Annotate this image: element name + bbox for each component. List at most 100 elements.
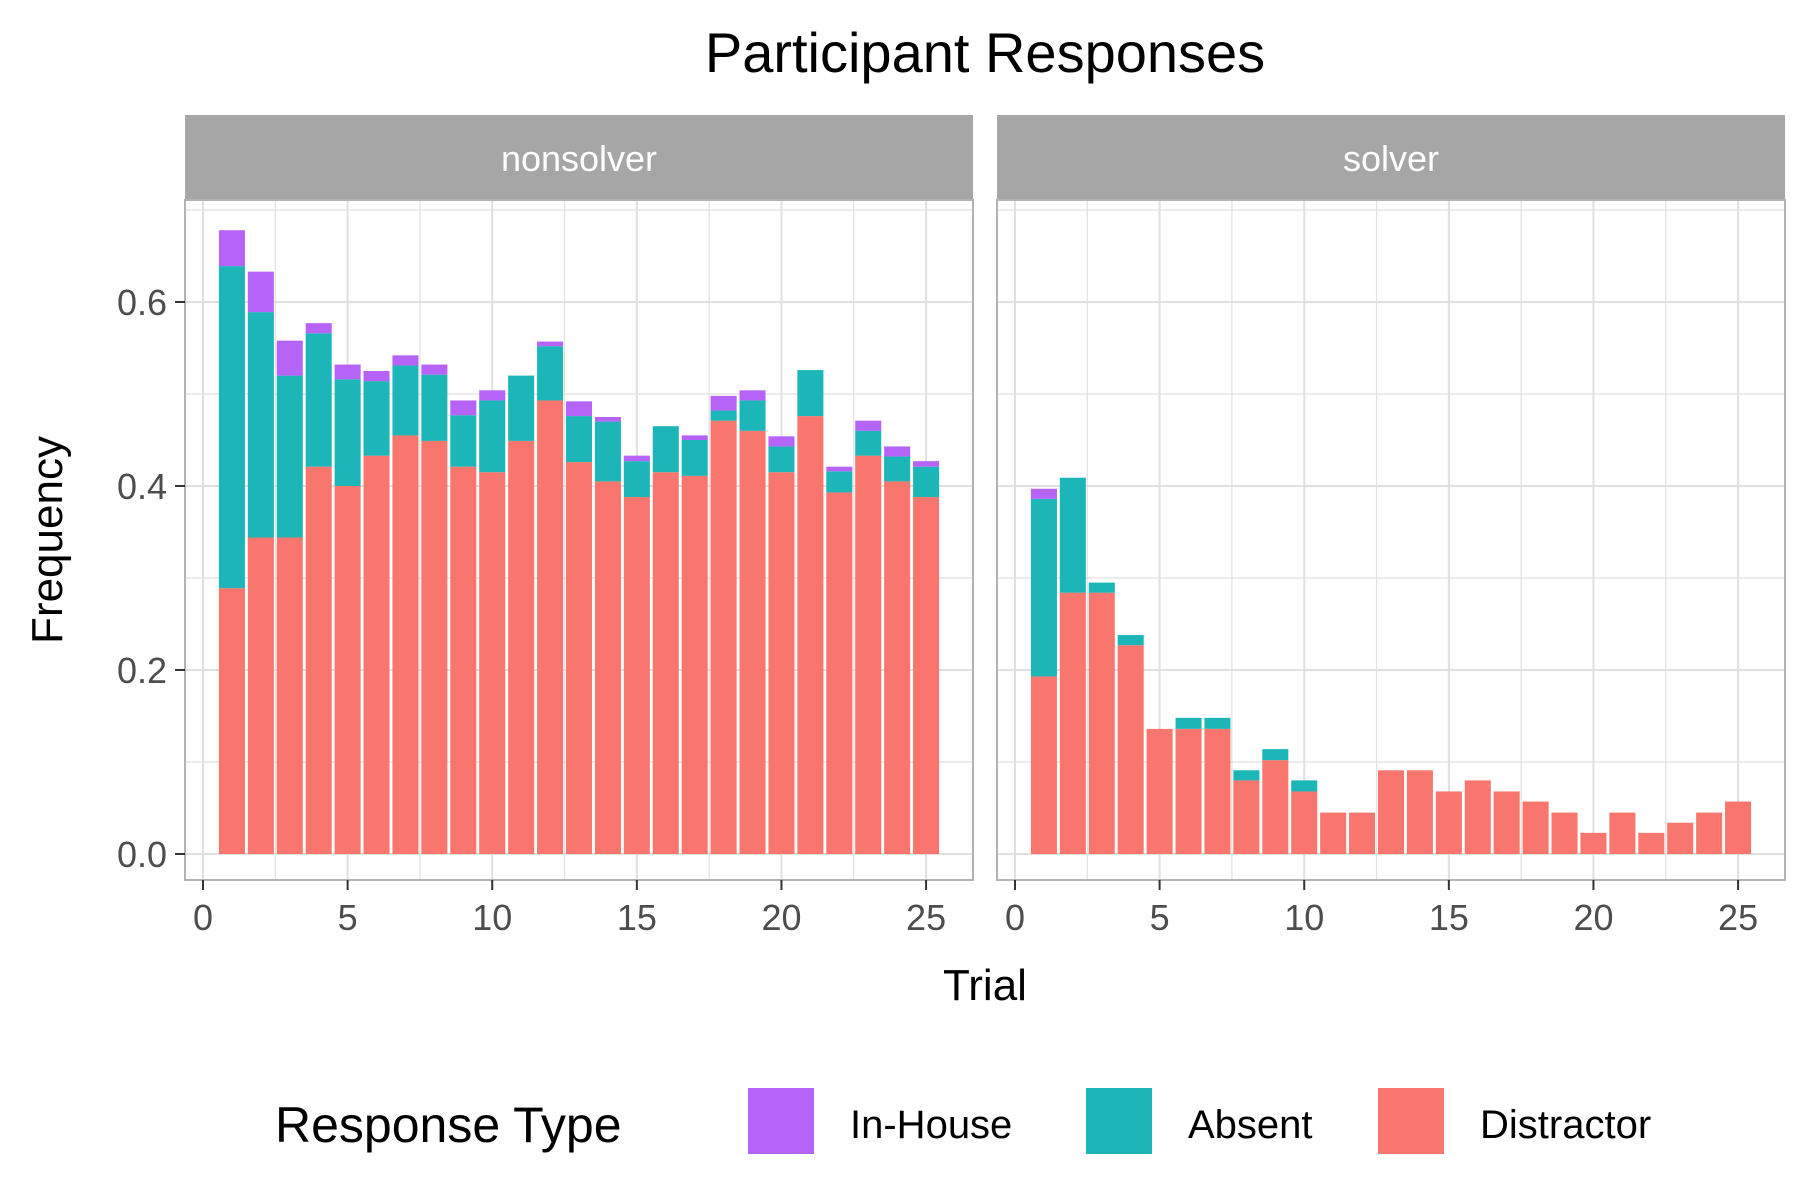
bar-distractor-solver-trial-3: [1088, 592, 1115, 854]
bar-distractor-solver-trial-22: [1638, 832, 1665, 854]
x-tick-label: 25: [906, 897, 946, 938]
bar-distractor-nonsolver-trial-1: [218, 588, 245, 854]
bar-absent-nonsolver-trial-18: [710, 410, 737, 421]
bar-distractor-solver-trial-17: [1493, 791, 1520, 854]
x-tick-label: 10: [1284, 897, 1324, 938]
bar-distractor-nonsolver-trial-24: [884, 481, 911, 854]
bar-distractor-nonsolver-trial-25: [913, 497, 940, 854]
bar-in-house-nonsolver-trial-5: [334, 364, 361, 380]
bar-absent-nonsolver-trial-19: [739, 400, 766, 431]
bar-distractor-solver-trial-13: [1377, 770, 1405, 854]
bar-distractor-nonsolver-trial-16: [652, 472, 679, 854]
bar-absent-solver-trial-2: [1059, 477, 1086, 593]
bar-absent-nonsolver-trial-1: [218, 266, 245, 589]
bar-absent-nonsolver-trial-5: [334, 379, 361, 486]
panel-border: [996, 199, 1786, 881]
x-tick-label: 0: [193, 897, 213, 938]
bar-distractor-solver-trial-18: [1522, 801, 1549, 854]
bar-absent-solver-trial-9: [1262, 749, 1289, 761]
bar-distractor-solver-trial-7: [1204, 728, 1231, 854]
bar-in-house-nonsolver-trial-14: [594, 417, 621, 422]
bar-in-house-nonsolver-trial-17: [681, 435, 708, 440]
legend: Response Type In-House Absent Distractor: [275, 1088, 1651, 1154]
facet-strip-nonsolver: [185, 115, 973, 200]
facet-strip-solver: [997, 115, 1785, 200]
bar-absent-nonsolver-trial-8: [421, 374, 448, 441]
bar-distractor-nonsolver-trial-18: [710, 420, 737, 854]
facet-panels: nonsolver 0 5 10 15 20 25 0.0 0.2 0.4 0.6 solver 0 5 1…: [117, 115, 1786, 938]
bar-distractor-solver-trial-11: [1320, 812, 1347, 854]
bar-absent-solver-trial-1: [1030, 498, 1057, 677]
bar-distractor-solver-trial-20: [1580, 832, 1607, 854]
bar-distractor-solver-trial-9: [1262, 760, 1289, 854]
bar-distractor-nonsolver-trial-9: [450, 466, 477, 854]
bar-in-house-nonsolver-trial-25: [913, 461, 940, 467]
bar-distractor-solver-trial-5: [1146, 728, 1173, 854]
bar-distractor-solver-trial-19: [1551, 812, 1578, 854]
legend-label-distractor: Distractor: [1480, 1103, 1651, 1147]
bar-distractor-nonsolver-trial-15: [623, 497, 650, 854]
bar-absent-nonsolver-trial-21: [797, 370, 824, 417]
bar-absent-nonsolver-trial-12: [537, 346, 564, 401]
bar-absent-nonsolver-trial-23: [855, 430, 882, 456]
bars: [1030, 477, 1752, 854]
bar-absent-nonsolver-trial-22: [826, 471, 853, 493]
grid-lines: [997, 200, 1785, 880]
bar-in-house-nonsolver-trial-9: [450, 400, 477, 416]
y-tick-label: 0.4: [117, 466, 167, 507]
legend-label-absent: Absent: [1188, 1103, 1313, 1147]
bar-distractor-solver-trial-15: [1435, 791, 1462, 854]
x-tick-label: 20: [761, 897, 801, 938]
bar-absent-nonsolver-trial-25: [913, 466, 940, 498]
legend-key-distractor: [1378, 1088, 1444, 1154]
bar-in-house-nonsolver-trial-18: [710, 395, 737, 411]
bar-in-house-solver-trial-1: [1030, 488, 1057, 499]
bar-distractor-solver-trial-2: [1059, 592, 1086, 854]
legend-key-in-house: [748, 1088, 814, 1154]
bar-in-house-nonsolver-trial-22: [826, 466, 853, 472]
bar-in-house-nonsolver-trial-23: [855, 420, 882, 431]
y-tick-label: 0.2: [117, 650, 167, 691]
panel-border: [184, 199, 974, 881]
bar-absent-nonsolver-trial-4: [305, 333, 332, 467]
bar-distractor-nonsolver-trial-21: [797, 416, 824, 854]
bar-absent-nonsolver-trial-13: [565, 416, 593, 463]
bar-distractor-nonsolver-trial-23: [855, 455, 882, 854]
bar-absent-nonsolver-trial-14: [594, 421, 621, 482]
bar-in-house-nonsolver-trial-10: [479, 390, 506, 401]
bar-in-house-nonsolver-trial-6: [363, 371, 390, 382]
bar-distractor-nonsolver-trial-6: [363, 455, 390, 854]
bar-absent-nonsolver-trial-3: [276, 375, 303, 538]
bar-absent-solver-trial-8: [1233, 770, 1260, 781]
x-tick-label: 5: [1150, 897, 1170, 938]
bar-distractor-nonsolver-trial-14: [594, 481, 621, 854]
chart-title: Participant Responses: [705, 21, 1265, 84]
bar-absent-nonsolver-trial-6: [363, 381, 390, 456]
facet-panel-solver: solver 0 5 10 15 20 25: [996, 115, 1786, 938]
bar-in-house-nonsolver-trial-19: [739, 390, 766, 401]
bar-distractor-nonsolver-trial-4: [305, 466, 332, 854]
bar-in-house-nonsolver-trial-12: [537, 341, 564, 347]
bar-absent-nonsolver-trial-9: [450, 415, 477, 467]
bar-distractor-solver-trial-6: [1175, 728, 1202, 854]
bar-distractor-nonsolver-trial-7: [392, 435, 419, 854]
bar-distractor-nonsolver-trial-8: [421, 440, 448, 854]
legend-label-in-house: In-House: [850, 1103, 1012, 1147]
bar-distractor-solver-trial-10: [1291, 791, 1318, 854]
x-axis-title: Trial: [943, 961, 1027, 1010]
bar-distractor-solver-trial-1: [1030, 676, 1057, 854]
bar-in-house-nonsolver-trial-1: [218, 230, 245, 267]
bar-distractor-nonsolver-trial-5: [334, 486, 361, 854]
x-tick-label: 25: [1718, 897, 1758, 938]
legend-title: Response Type: [275, 1097, 622, 1153]
x-tick-label: 20: [1573, 897, 1613, 938]
bar-in-house-nonsolver-trial-24: [884, 446, 911, 457]
facet-panel-nonsolver: nonsolver 0 5 10 15 20 25 0.0 0.2 0.4 0.6: [117, 115, 974, 938]
bar-in-house-nonsolver-trial-7: [392, 355, 419, 366]
bar-in-house-nonsolver-trial-3: [276, 340, 303, 376]
bar-absent-solver-trial-7: [1204, 717, 1231, 729]
legend-key-absent: [1086, 1088, 1152, 1154]
bar-in-house-nonsolver-trial-8: [421, 364, 448, 375]
bar-absent-nonsolver-trial-17: [681, 440, 708, 476]
